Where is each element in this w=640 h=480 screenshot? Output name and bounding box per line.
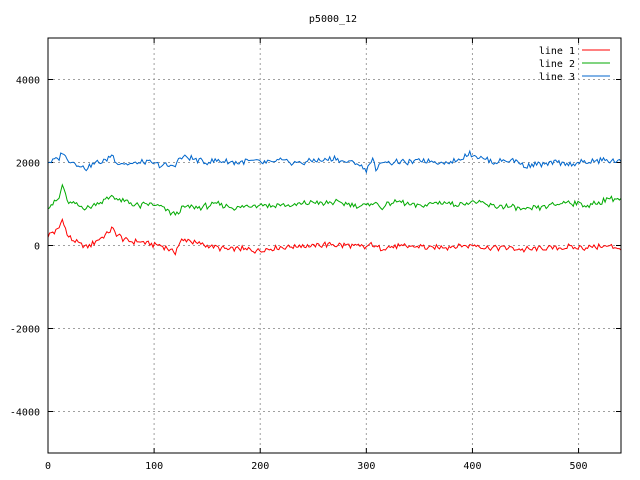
legend: line 1 line 2 line 3: [539, 46, 610, 83]
y-tick-label: 4000: [16, 76, 40, 87]
x-tick-label: 400: [463, 461, 481, 472]
x-tick-label: 0: [45, 461, 51, 472]
legend-label: line 1: [539, 46, 575, 57]
chart-title: p5000_12: [309, 14, 357, 25]
y-tick-label: -2000: [10, 325, 40, 336]
x-tick-label: 500: [570, 461, 588, 472]
series-line-3: [47, 149, 622, 175]
y-tick-label: 2000: [16, 159, 40, 170]
y-tick-label: -4000: [10, 408, 40, 419]
series-line-2: [47, 183, 622, 217]
series-line-1: [47, 217, 622, 256]
x-tick-label: 100: [145, 461, 163, 472]
y-tick-label: 0: [34, 242, 40, 253]
axis-ticks: 0 100 200 300 400 500 -4000 -2000 0 2000 4000: [10, 38, 621, 472]
x-tick-label: 300: [357, 461, 375, 472]
x-tick-label: 200: [251, 461, 269, 472]
series-group: [47, 149, 622, 256]
legend-label: line 2: [539, 59, 575, 70]
plot-frame: [47, 37, 622, 454]
legend-label: line 3: [539, 72, 575, 83]
